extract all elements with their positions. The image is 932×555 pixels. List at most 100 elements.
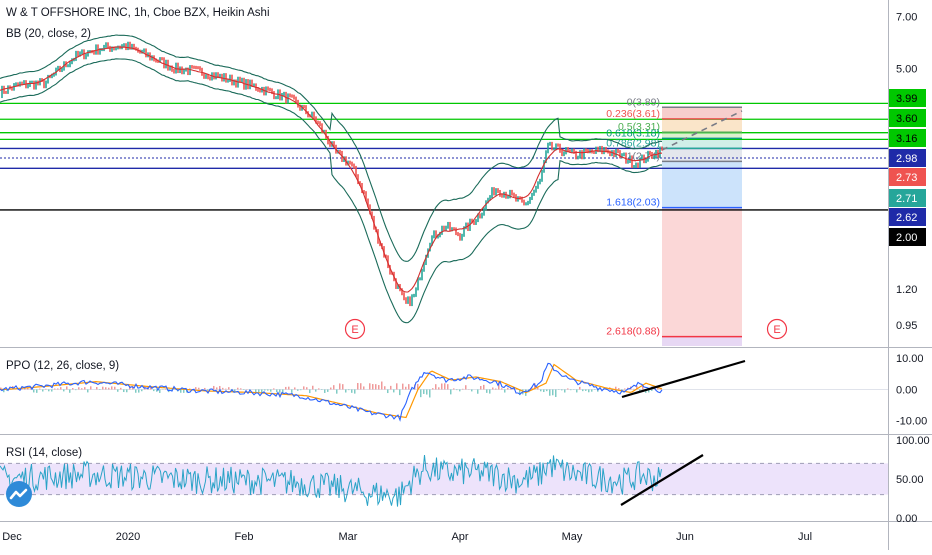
ppo-hist-bar xyxy=(78,387,80,389)
ppo-hist-bar xyxy=(324,389,326,392)
candle xyxy=(5,91,7,94)
ppo-hist-bar xyxy=(396,383,398,389)
ppo-hist-bar xyxy=(306,387,308,389)
bb-indicator-label[interactable]: BB (20, close, 2) xyxy=(6,28,91,40)
candle xyxy=(659,147,661,158)
ppo-hist-bar xyxy=(39,389,41,390)
ppo-hist-bar xyxy=(102,387,104,390)
ppo-hist-bar xyxy=(447,384,449,389)
fib-zone-4 xyxy=(662,148,742,161)
ppo-hist-bar xyxy=(159,389,161,393)
ppo-hist-bar xyxy=(480,386,482,389)
candle xyxy=(81,49,83,54)
ppo-hist-bar xyxy=(330,388,332,390)
candle xyxy=(105,42,107,48)
candle xyxy=(465,223,467,230)
candle xyxy=(615,149,617,157)
price-label-2: 3.16 xyxy=(896,133,917,145)
ppo-hist-bar xyxy=(432,388,434,389)
candle xyxy=(445,226,447,231)
candle xyxy=(509,190,511,198)
ppo-hist-bar xyxy=(336,389,338,393)
ppo-hist-bar xyxy=(96,387,98,389)
time-tick-4: Apr xyxy=(451,531,468,543)
ppo-hist-bar xyxy=(153,389,155,391)
candle xyxy=(491,187,493,198)
candle xyxy=(269,88,271,92)
ppo-hist-bar xyxy=(219,386,221,389)
ppo-hist-bar xyxy=(567,388,569,389)
ppo-hist-bar xyxy=(462,389,464,390)
candle xyxy=(143,48,145,52)
ppo-hist-bar xyxy=(318,388,320,389)
ppo-hist-bar xyxy=(288,387,290,390)
candle xyxy=(459,233,461,241)
candle xyxy=(601,146,603,154)
ppo-hist-bar xyxy=(357,383,359,389)
ppo-hist-bar xyxy=(348,389,350,390)
ppo-hist-bar xyxy=(444,383,446,389)
ppo-hist-bar xyxy=(105,387,107,389)
ppo-hist-bar xyxy=(321,389,323,390)
ppo-hist-bar xyxy=(54,389,56,390)
ppo-hist-bar xyxy=(123,389,125,392)
ppo-hist-bar xyxy=(114,387,116,390)
ppo-hist-bar xyxy=(456,389,458,390)
ppo-hist-bar xyxy=(372,384,374,389)
candle xyxy=(303,105,305,108)
ppo-hist-bar xyxy=(237,388,239,390)
rsi-indicator-label[interactable]: RSI (14, close) xyxy=(6,447,82,459)
candle xyxy=(215,72,217,79)
ppo-indicator-label[interactable]: PPO (12, 26, close, 9) xyxy=(6,360,119,372)
ppo-hist-bar xyxy=(378,385,380,389)
candle xyxy=(177,63,179,73)
candle xyxy=(193,66,195,69)
ppo-hist-bar xyxy=(312,386,314,390)
candle xyxy=(77,51,79,57)
fib-label-0: 0(3.89) xyxy=(627,96,660,108)
ppo-hist-bar xyxy=(570,389,572,390)
candle xyxy=(551,142,553,150)
candle xyxy=(163,57,165,68)
earnings-marker-label-1: E xyxy=(773,324,780,336)
ppo-hist-bar xyxy=(345,389,347,392)
candle xyxy=(319,121,321,126)
candle xyxy=(203,73,205,79)
ppo-hist-bar xyxy=(624,389,626,390)
ppo-hist-bar xyxy=(564,389,566,392)
candle xyxy=(127,42,129,50)
candle xyxy=(457,232,459,236)
ppo-hist-bar xyxy=(390,386,392,390)
tradingview-logo[interactable] xyxy=(6,481,32,507)
ppo-hist-bar xyxy=(285,387,287,390)
candle xyxy=(71,58,73,64)
candle xyxy=(499,190,501,197)
time-tick-0: Dec xyxy=(2,531,22,543)
ppo-hist-bar xyxy=(138,389,140,392)
candle xyxy=(653,156,655,159)
candle xyxy=(633,165,635,168)
ppo-hist-bar xyxy=(108,388,110,390)
ppo-hist-bar xyxy=(351,389,353,392)
ppo-hist-bar xyxy=(57,388,59,389)
ppo-hist-bar xyxy=(360,383,362,389)
ppo-hist-bar xyxy=(309,389,311,393)
candle xyxy=(433,230,435,238)
ppo-hist-bar xyxy=(450,389,452,394)
candle xyxy=(563,151,565,156)
candle xyxy=(35,81,37,90)
ppo-hist-bar xyxy=(465,385,467,389)
ppo-hist-bar xyxy=(471,389,473,391)
ppo-hist-bar xyxy=(483,385,485,390)
candle xyxy=(495,188,497,195)
ppo-hist-bar xyxy=(363,386,365,389)
ppo-hist-bar xyxy=(261,389,263,392)
fib-zone-0 xyxy=(662,107,742,119)
rsi-band xyxy=(0,463,888,494)
price-tick-1: 5.00 xyxy=(896,64,917,76)
ppo-hist-bar xyxy=(543,389,545,392)
candle xyxy=(549,142,551,146)
candle xyxy=(411,294,413,306)
